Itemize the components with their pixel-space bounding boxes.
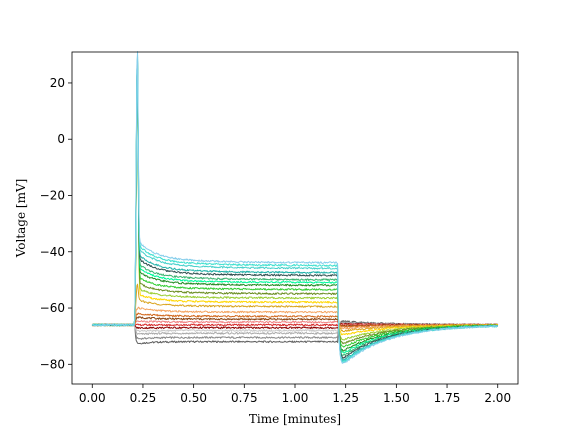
x-tick-label: 0.00 bbox=[79, 391, 106, 405]
x-axis-label: Time [minutes] bbox=[249, 412, 341, 426]
voltage-trace bbox=[91, 50, 499, 364]
series-layer bbox=[91, 50, 499, 364]
y-tick-label: −20 bbox=[40, 188, 65, 202]
x-tick-label: 1.50 bbox=[383, 391, 410, 405]
y-axis: −80 −60 −40 −20 0 20 bbox=[40, 76, 72, 371]
x-tick-label: 0.50 bbox=[180, 391, 207, 405]
voltage-trace bbox=[91, 70, 499, 336]
voltage-trace bbox=[92, 61, 499, 356]
voltage-trace bbox=[91, 59, 499, 362]
y-tick-label: 0 bbox=[57, 132, 65, 146]
y-tick-label: −40 bbox=[40, 245, 65, 259]
x-tick-label: 1.00 bbox=[282, 391, 309, 405]
voltage-trace bbox=[92, 316, 498, 327]
y-tick-label: −80 bbox=[40, 357, 65, 371]
x-axis: 0.00 0.25 0.50 0.75 1.00 1.25 1.50 1.75 2.00 bbox=[79, 384, 511, 405]
voltage-trace bbox=[91, 60, 498, 359]
x-tick-label: 0.25 bbox=[130, 391, 157, 405]
voltage-trace bbox=[92, 66, 498, 348]
x-tick-label: 0.75 bbox=[231, 391, 258, 405]
y-axis-label: Voltage [mV] bbox=[14, 179, 28, 259]
y-tick-label: 20 bbox=[50, 76, 65, 90]
voltage-trace bbox=[91, 63, 498, 354]
voltage-trace bbox=[92, 56, 498, 363]
x-tick-label: 2.00 bbox=[484, 391, 511, 405]
y-tick-label: −60 bbox=[40, 301, 65, 315]
voltage-trace bbox=[91, 67, 499, 345]
x-tick-label: 1.75 bbox=[434, 391, 461, 405]
voltage-trace bbox=[91, 64, 498, 352]
x-tick-label: 1.25 bbox=[332, 391, 359, 405]
